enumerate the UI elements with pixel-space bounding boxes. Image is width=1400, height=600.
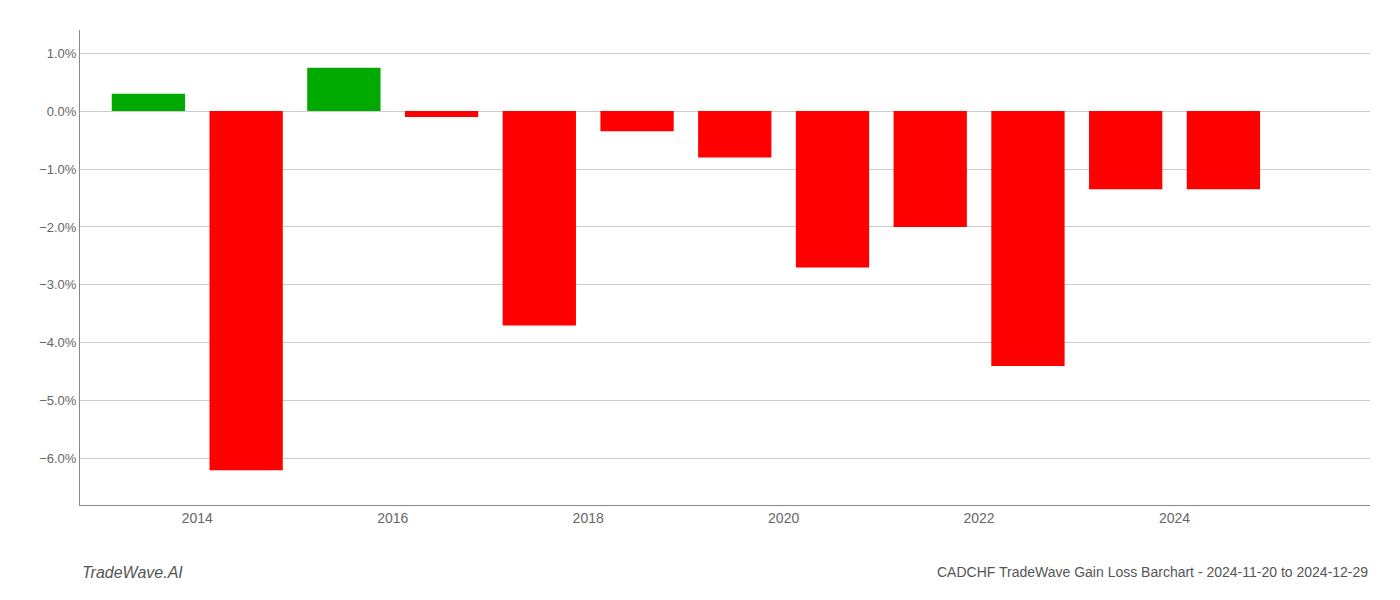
svg-text:−5.0%: −5.0% [39,393,77,408]
svg-text:−4.0%: −4.0% [39,335,77,350]
svg-text:TradeWave.AI: TradeWave.AI [82,564,183,581]
svg-text:2014: 2014 [182,510,213,526]
svg-text:2024: 2024 [1159,510,1190,526]
svg-text:−2.0%: −2.0% [39,220,77,235]
svg-text:CADCHF TradeWave Gain Loss Bar: CADCHF TradeWave Gain Loss Barchart - 20… [937,564,1368,580]
svg-text:2016: 2016 [377,510,408,526]
svg-text:2020: 2020 [768,510,799,526]
svg-text:−1.0%: −1.0% [39,162,77,177]
svg-text:−6.0%: −6.0% [39,451,77,466]
svg-text:2022: 2022 [964,510,995,526]
svg-text:−3.0%: −3.0% [39,277,77,292]
svg-text:2018: 2018 [573,510,604,526]
svg-text:0.0%: 0.0% [47,104,77,119]
svg-text:1.0%: 1.0% [47,46,77,61]
